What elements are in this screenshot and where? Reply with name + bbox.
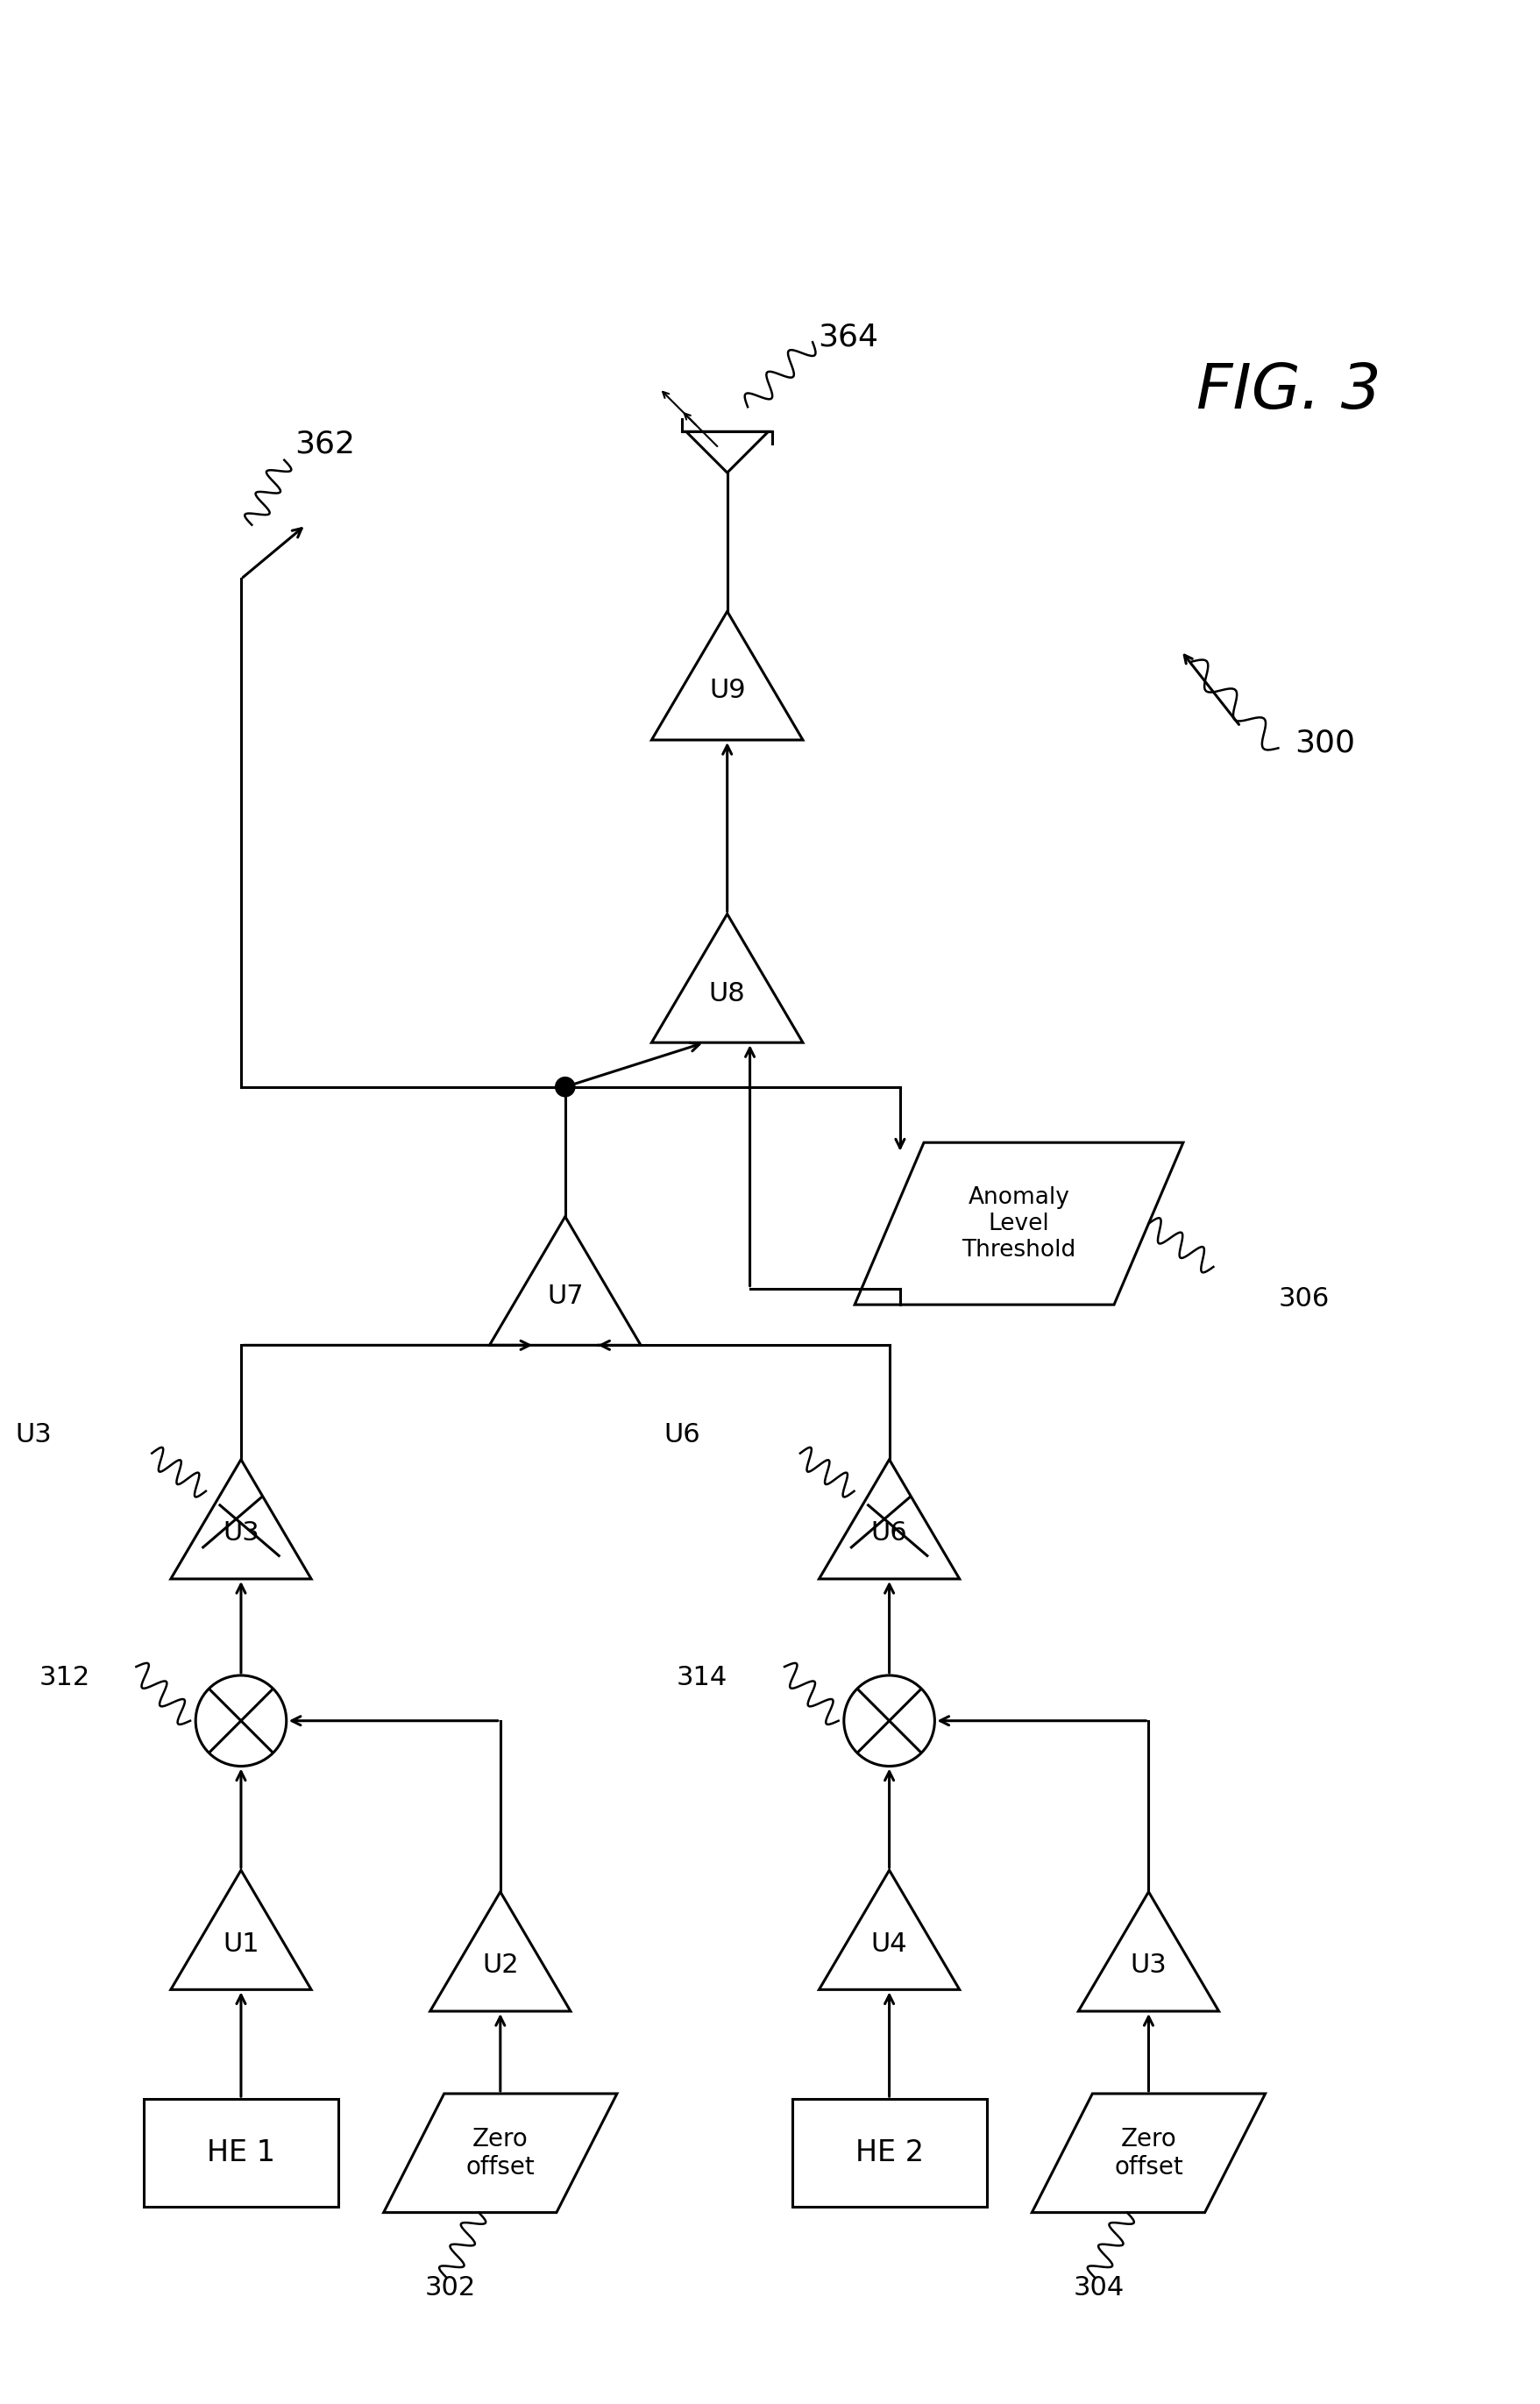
Text: U1: U1 <box>223 1930 259 1957</box>
Text: Zero
offset: Zero offset <box>465 2128 534 2180</box>
Bar <box>143 2099 339 2207</box>
Text: U9: U9 <box>708 678 745 704</box>
Text: HE 2: HE 2 <box>855 2140 922 2168</box>
Text: U3: U3 <box>15 1421 52 1447</box>
Text: U3: U3 <box>1130 1952 1166 1978</box>
Text: HE 1: HE 1 <box>206 2140 276 2168</box>
Circle shape <box>554 1077 574 1096</box>
Text: 312: 312 <box>39 1666 89 1690</box>
Text: 314: 314 <box>676 1666 727 1690</box>
Text: U6: U6 <box>664 1421 699 1447</box>
Text: 302: 302 <box>425 2277 476 2301</box>
Text: Zero
offset: Zero offset <box>1113 2128 1183 2180</box>
Text: U7: U7 <box>547 1284 584 1308</box>
Text: 362: 362 <box>294 428 356 459</box>
Text: 304: 304 <box>1072 2277 1123 2301</box>
Text: U2: U2 <box>482 1952 519 1978</box>
Text: FIG. 3: FIG. 3 <box>1197 361 1381 421</box>
Text: Anomaly
Level
Threshold: Anomaly Level Threshold <box>961 1185 1075 1262</box>
Bar <box>792 2099 986 2207</box>
Text: 306: 306 <box>1278 1286 1329 1313</box>
Text: 300: 300 <box>1294 728 1354 757</box>
Text: U8: U8 <box>708 981 745 1007</box>
Text: 364: 364 <box>818 322 878 351</box>
Text: U6: U6 <box>870 1522 907 1546</box>
Text: U3: U3 <box>223 1522 259 1546</box>
Text: U4: U4 <box>870 1930 907 1957</box>
